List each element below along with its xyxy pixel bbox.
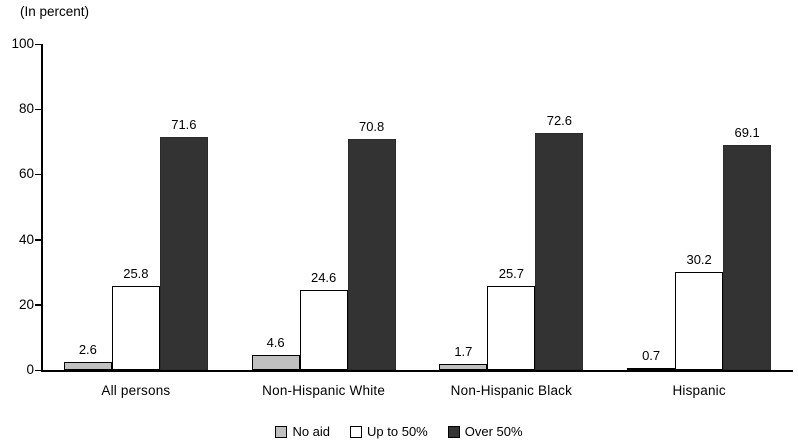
bar-value-label: 69.1 [734,125,760,140]
y-axis-tick-label: 80 [18,101,34,117]
y-axis-unit-label: (In percent) [20,4,90,19]
bar-over-50-hispanic [723,145,772,370]
y-axis-tick [35,304,41,306]
bar-value-label: 2.6 [78,342,97,357]
bar-up-to-50-non-hispanic-black [487,286,536,370]
y-axis-tick [35,173,41,176]
bar-over-50-non-hispanic-black [535,133,584,370]
y-axis-line [41,44,43,372]
bar-no-aid-non-hispanic-black [439,364,488,370]
bar-value-label: 1.7 [454,344,473,359]
bar-value-label: 25.8 [123,266,149,281]
legend-label: Over 50% [464,424,523,439]
bar-value-label: 24.6 [310,270,337,285]
bar-no-aid-hispanic [627,368,676,370]
y-axis-tick-label: 0 [26,362,34,377]
y-axis-tick-label: 40 [18,231,34,247]
legend-item-up-to-50: Up to 50% [350,424,428,439]
legend-item-no-aid: No aid [275,424,330,439]
y-axis-tick [35,239,41,241]
bar-over-50-non-hispanic-white [347,139,396,370]
bar-value-label: 30.2 [686,252,712,267]
bar-value-label: 0.7 [642,348,661,363]
y-axis-tick [35,43,41,45]
legend: No aid Up to 50% Over 50% [0,424,798,439]
x-axis-line [41,370,793,372]
x-axis-category-label: Non-Hispanic White [262,383,386,398]
y-axis-tick [35,369,41,371]
legend-label: Up to 50% [367,424,428,439]
bar-up-to-50-non-hispanic-white [299,290,348,370]
bar-value-label: 71.6 [171,117,197,132]
y-axis-tick-label: 20 [18,296,34,312]
legend-item-over-50: Over 50% [447,424,523,439]
bar-no-aid-all-persons [63,362,112,370]
legend-swatch-up-to-50 [350,425,363,438]
bar-value-label: 72.6 [546,113,573,128]
legend-swatch-over-50 [447,425,460,438]
bar-value-label: 4.6 [266,335,285,350]
legend-swatch-no-aid [275,425,288,438]
x-axis-category-label: Non-Hispanic Black [450,383,573,398]
bar-value-label: 70.8 [358,119,385,134]
bar-no-aid-non-hispanic-white [251,355,300,370]
x-axis-category-label: All persons [101,383,171,398]
bar-up-to-50-all-persons [111,286,160,370]
y-axis-tick [35,108,41,111]
bar-value-label: 25.7 [498,266,525,281]
bar-over-50-all-persons [159,137,208,370]
legend-label: No aid [292,424,331,439]
x-axis-category-label: Hispanic [672,383,726,398]
bar-up-to-50-hispanic [675,272,724,370]
y-axis-tick-label: 100 [11,36,34,51]
y-axis-tick-label: 60 [18,166,34,182]
